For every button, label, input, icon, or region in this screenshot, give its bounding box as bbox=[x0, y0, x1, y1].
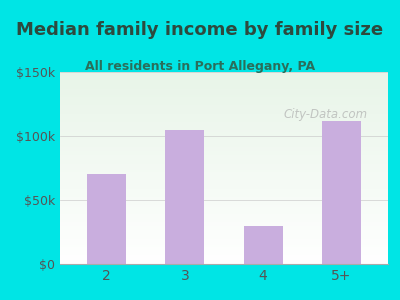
Bar bbox=[87, 174, 126, 264]
Text: Median family income by family size: Median family income by family size bbox=[16, 21, 384, 39]
Bar bbox=[322, 121, 361, 264]
Text: City-Data.com: City-Data.com bbox=[283, 108, 367, 121]
Bar bbox=[166, 130, 204, 264]
Text: All residents in Port Allegany, PA: All residents in Port Allegany, PA bbox=[85, 60, 315, 73]
Bar bbox=[244, 226, 282, 264]
